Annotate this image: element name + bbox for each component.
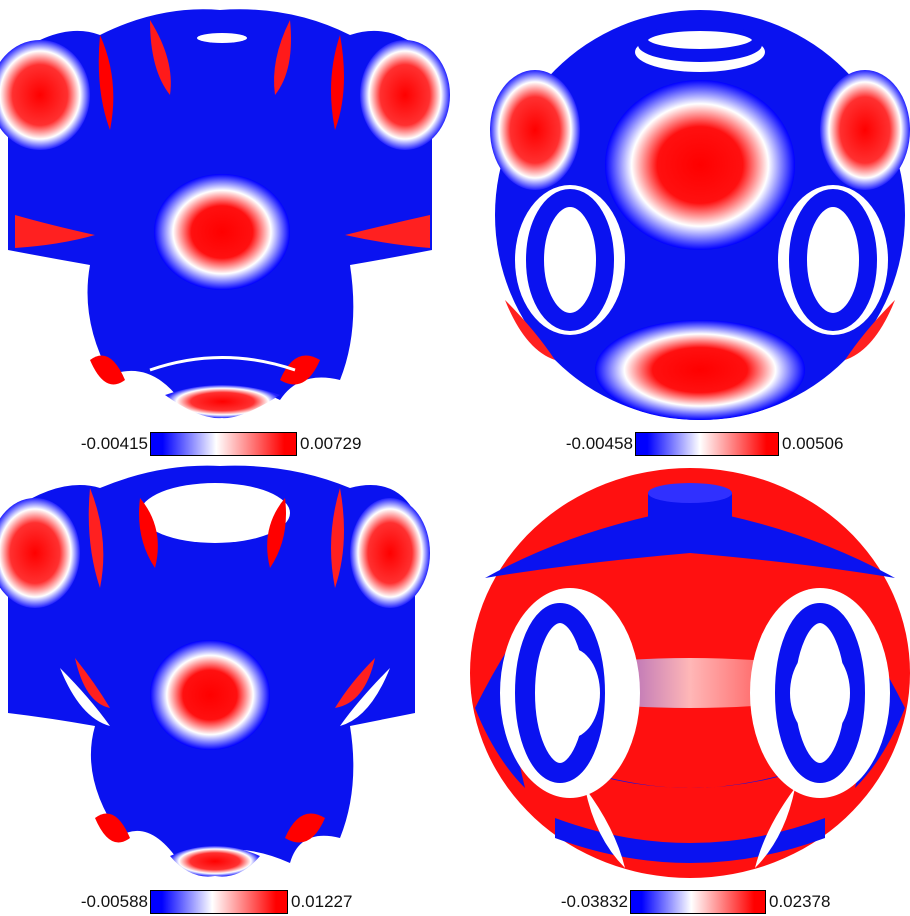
panel-top-left: -0.00415 0.00729	[0, 0, 455, 458]
colorbar-min-label: -0.00415	[80, 434, 148, 453]
panel-bottom-right: -0.03832 0.02378	[455, 458, 910, 916]
surface-plot-bottom-right	[470, 468, 910, 878]
colorbar-legend-top-left: -0.00415 0.00729	[60, 431, 361, 457]
surface-plot-top-right	[490, 10, 910, 420]
colorbar-gradient	[150, 432, 297, 456]
colorbar-max-label: 0.00506	[782, 434, 844, 453]
colorbar-gradient	[635, 432, 779, 456]
panel-bottom-left: -0.00588 0.01227	[0, 458, 455, 916]
panel-top-right: -0.00458 0.00506	[455, 0, 910, 458]
colorbar-legend-bottom-left: -0.00588 0.01227	[60, 889, 352, 915]
colorbar-min-label: -0.03832	[560, 892, 628, 911]
colorbar-max-label: 0.00729	[300, 434, 362, 453]
colorbar-min-label: -0.00458	[565, 434, 633, 453]
colorbar-legend-top-right: -0.00458 0.00506	[521, 431, 843, 457]
surface-plot-top-left	[0, 9, 450, 419]
colorbar-min-label: -0.00588	[80, 892, 148, 911]
surface-plot-bottom-left	[0, 465, 430, 877]
colorbar-max-label: 0.02378	[769, 892, 831, 911]
colorbar-gradient	[630, 890, 766, 914]
colorbar-legend-bottom-right-row: -0.03832 0.02378	[521, 889, 830, 915]
colorbar-max-label: 0.01227	[291, 892, 353, 911]
colorbar-gradient	[150, 890, 288, 914]
